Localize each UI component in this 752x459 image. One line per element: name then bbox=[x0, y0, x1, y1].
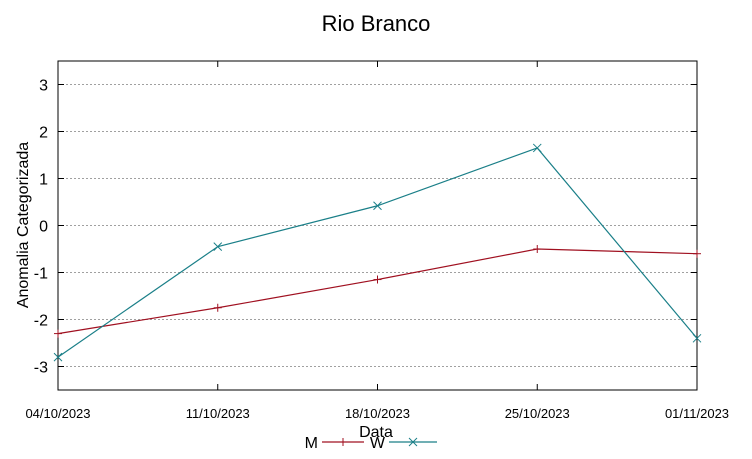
y-axis-ticks: 3 2 1 0 -1 -2 -3 bbox=[34, 78, 697, 377]
data-point-M bbox=[54, 329, 62, 338]
data-point-M bbox=[373, 275, 382, 284]
data-point-M bbox=[693, 249, 701, 258]
y-tick-label: 1 bbox=[39, 172, 48, 189]
y-tick-label: 0 bbox=[39, 219, 48, 236]
y-tick-label: -2 bbox=[34, 313, 48, 330]
legend-label-M: M bbox=[305, 435, 318, 452]
x-tick-label: 11/10/2023 bbox=[186, 406, 250, 421]
data-point-W bbox=[532, 143, 542, 153]
chart-title: Rio Branco bbox=[322, 11, 431, 36]
grid bbox=[58, 84, 697, 367]
data-point-M bbox=[213, 303, 222, 312]
y-tick-label: 2 bbox=[39, 125, 48, 142]
legend-marker-W bbox=[408, 437, 418, 447]
x-tick-label: 25/10/2023 bbox=[505, 406, 570, 421]
y-tick-label: 3 bbox=[39, 78, 48, 95]
data-point-W bbox=[213, 242, 223, 252]
data-point-W bbox=[53, 352, 63, 362]
legend-label-W: W bbox=[370, 435, 386, 452]
y-tick-label: -1 bbox=[34, 266, 48, 283]
plot-frame bbox=[57, 60, 698, 391]
data-point-W bbox=[692, 333, 702, 343]
series-line-W bbox=[57, 147, 698, 358]
data-point-W bbox=[373, 201, 382, 211]
data-point-M bbox=[533, 245, 542, 253]
x-axis-label: Data bbox=[359, 424, 393, 441]
x-tick-label: 04/10/2023 bbox=[25, 406, 90, 421]
x-axis-ticks: 04/10/2023 11/10/2023 18/10/2023 25/10/2023… bbox=[25, 61, 729, 421]
y-tick-label: -3 bbox=[34, 360, 48, 377]
series-group bbox=[53, 143, 702, 362]
x-tick-label: 01/11/2023 bbox=[665, 406, 729, 421]
y-axis-label: Anomalia Categorizada bbox=[15, 142, 32, 308]
x-tick-label: 18/10/2023 bbox=[345, 406, 410, 421]
legend-marker-M bbox=[339, 438, 347, 446]
